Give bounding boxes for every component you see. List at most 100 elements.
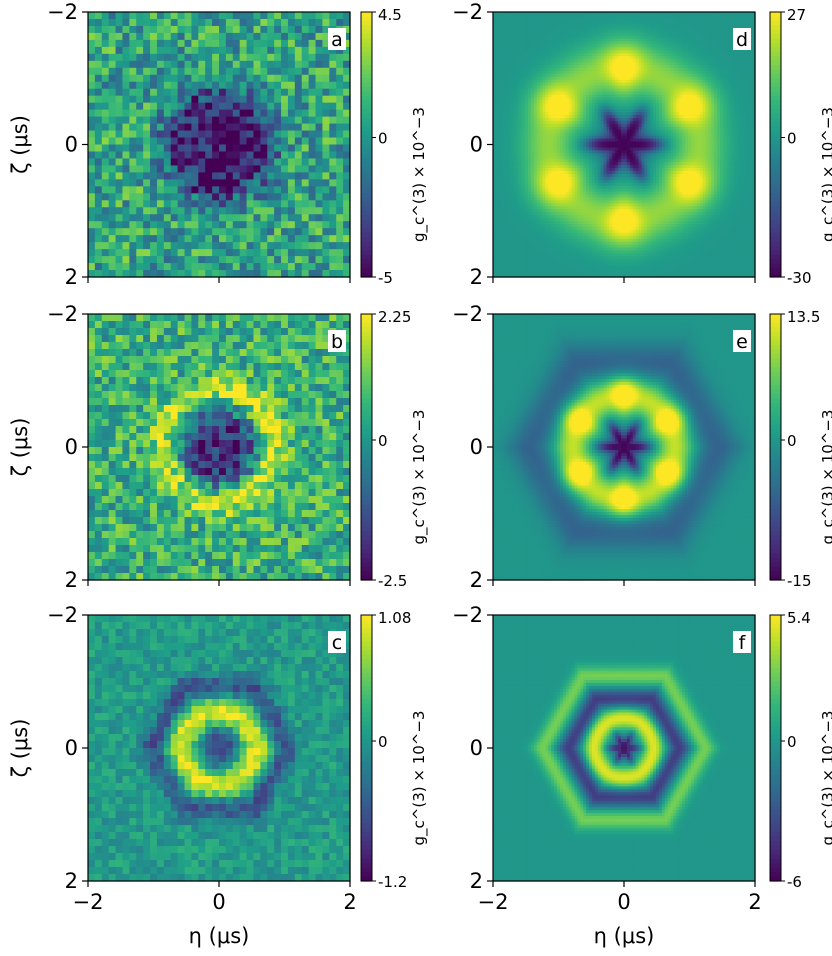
heatmap-cell: [288, 363, 295, 371]
heatmap-cell: [122, 256, 129, 264]
heatmap-cell: [191, 131, 198, 139]
heatmap-cell: [253, 370, 260, 378]
heatmap-cell: [116, 615, 123, 623]
heatmap-cell: [143, 40, 150, 48]
heatmap-cell: [226, 804, 233, 812]
heatmap-cell: [129, 846, 136, 854]
heatmap-cell: [116, 706, 123, 714]
heatmap-cell: [205, 165, 212, 173]
heatmap-cell: [253, 321, 260, 329]
heatmap-cell: [122, 867, 129, 875]
heatmap-cell: [129, 342, 136, 350]
heatmap-cell: [102, 110, 109, 118]
heatmap-cell: [309, 699, 316, 707]
heatmap-cell: [267, 538, 274, 546]
heatmap-cell: [260, 853, 267, 861]
colorbar-step: [361, 748, 372, 753]
heatmap-cell: [295, 384, 302, 392]
heatmap-cell: [205, 811, 212, 819]
heatmap-cell: [198, 165, 205, 173]
heatmap-cell: [267, 33, 274, 41]
heatmap-cell: [150, 545, 157, 553]
heatmap-cell: [274, 720, 281, 728]
heatmap-cell: [302, 538, 309, 546]
heatmap-cell: [88, 321, 95, 329]
heatmap-cell: [288, 867, 295, 875]
heatmap-cell: [295, 33, 302, 41]
heatmap-cell: [226, 158, 233, 166]
heatmap-cell: [95, 818, 102, 826]
heatmap-cell: [226, 636, 233, 644]
heatmap-cell: [212, 720, 219, 728]
heatmap-cell: [281, 433, 288, 441]
heatmap-cell: [267, 552, 274, 560]
heatmap-cell: [129, 552, 136, 560]
heatmap-cell: [102, 377, 109, 385]
heatmap-cell: [247, 650, 254, 658]
heatmap-cell: [329, 853, 336, 861]
heatmap-cell: [122, 741, 129, 749]
heatmap-cell: [164, 321, 171, 329]
heatmap-cell: [102, 482, 109, 490]
heatmap-cell: [309, 145, 316, 153]
heatmap-cell: [88, 89, 95, 97]
colorbar-step: [361, 451, 372, 456]
heatmap-cell: [316, 96, 323, 104]
heatmap-cell: [253, 419, 260, 427]
heatmap-cell: [309, 468, 316, 476]
heatmap-cell: [260, 720, 267, 728]
heatmap-cell: [295, 179, 302, 187]
heatmap-cell: [191, 158, 198, 166]
heatmap-cell: [247, 720, 254, 728]
heatmap-cell: [226, 221, 233, 229]
heatmap-cell: [226, 419, 233, 427]
heatmap-cell: [198, 825, 205, 833]
heatmap-cell: [95, 377, 102, 385]
heatmap-cell: [316, 47, 323, 55]
heatmap-cell: [185, 790, 192, 798]
heatmap-cell: [253, 692, 260, 700]
heatmap-cell: [253, 769, 260, 777]
heatmap-cell: [178, 503, 185, 511]
heatmap-cell: [253, 356, 260, 364]
heatmap-cell: [95, 454, 102, 462]
heatmap-cell: [281, 263, 288, 271]
heatmap-cell: [233, 727, 240, 735]
heatmap-cell: [185, 89, 192, 97]
heatmap-cell: [178, 671, 185, 679]
colorbar-step: [361, 242, 372, 247]
heatmap-cell: [122, 200, 129, 208]
heatmap-cell: [88, 145, 95, 153]
heatmap-cell: [116, 384, 123, 392]
heatmap-cell: [260, 545, 267, 553]
heatmap-cell: [109, 692, 116, 700]
heatmap-cell: [302, 454, 309, 462]
heatmap-cell: [191, 643, 198, 651]
heatmap-cell: [136, 158, 143, 166]
heatmap-cell: [219, 860, 226, 868]
heatmap-cell: [143, 242, 150, 250]
heatmap-cell: [240, 629, 247, 637]
heatmap-cell: [136, 552, 143, 560]
heatmap-cell: [122, 524, 129, 532]
heatmap-cell: [205, 629, 212, 637]
heatmap-cell: [247, 643, 254, 651]
heatmap-cell: [164, 825, 171, 833]
heatmap-cell: [260, 622, 267, 630]
heatmap-cell: [212, 54, 219, 62]
heatmap-cell: [198, 447, 205, 455]
heatmap-cell: [88, 671, 95, 679]
heatmap-cell: [309, 117, 316, 125]
heatmap-cell: [88, 54, 95, 62]
heatmap-cell: [185, 643, 192, 651]
heatmap-cell: [336, 846, 343, 854]
heatmap-cell: [226, 552, 233, 560]
heatmap-cell: [226, 482, 233, 490]
heatmap-cell: [88, 61, 95, 69]
heatmap-cell: [171, 671, 178, 679]
heatmap-cell: [260, 110, 267, 118]
heatmap-cell: [295, 12, 302, 20]
heatmap-cell: [281, 12, 288, 20]
heatmap-cell: [136, 249, 143, 257]
heatmap-cell: [316, 832, 323, 840]
